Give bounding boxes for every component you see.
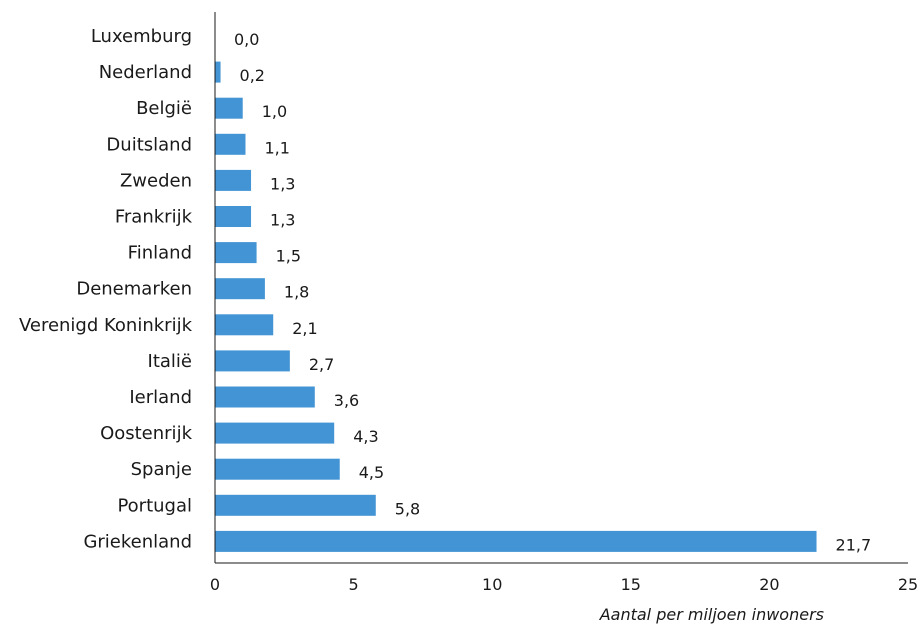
bar-2 [215, 97, 243, 119]
value-label-2: 1,0 [262, 102, 287, 121]
value-label-13: 5,8 [395, 499, 420, 518]
bar-14 [215, 530, 817, 552]
category-label-3: Duitsland [106, 134, 192, 155]
value-label-4: 1,3 [270, 174, 295, 193]
category-label-4: Zweden [120, 170, 192, 191]
bar-5 [215, 206, 252, 227]
value-label-6: 1,5 [276, 247, 301, 266]
category-label-12: Spanje [131, 459, 192, 480]
category-label-8: Verenigd Koninkrijk [19, 315, 193, 336]
value-label-0: 0,0 [234, 30, 259, 49]
value-label-10: 3,6 [334, 391, 359, 410]
value-label-7: 1,8 [284, 283, 309, 302]
bars-group [215, 61, 817, 552]
category-label-7: Denemarken [76, 279, 192, 300]
category-label-11: Oostenrijk [100, 423, 193, 444]
x-tick-label-2: 10 [482, 575, 502, 594]
bar-8 [215, 314, 274, 336]
value-label-8: 2,1 [292, 319, 317, 338]
x-tick-label-3: 15 [621, 575, 641, 594]
category-label-0: Luxemburg [91, 26, 192, 47]
category-label-14: Griekenland [83, 531, 192, 552]
category-label-13: Portugal [117, 495, 192, 516]
bar-11 [215, 422, 335, 444]
value-label-14: 21,7 [836, 535, 872, 554]
value-label-1: 0,2 [240, 66, 265, 85]
bar-3 [215, 133, 246, 155]
category-label-5: Frankrijk [115, 207, 193, 228]
value-label-9: 2,7 [309, 355, 334, 374]
value-label-3: 1,1 [264, 138, 289, 157]
category-labels: Luxemburg Nederland België Duitsland Zweden F… [19, 26, 193, 552]
x-tick-label-1: 5 [349, 575, 359, 594]
x-tick-label-4: 20 [759, 575, 779, 594]
value-label-11: 4,3 [353, 427, 378, 446]
x-tick-labels: 0 5 10 15 20 25 [210, 575, 918, 594]
category-label-6: Finland [128, 243, 192, 264]
x-tick-label-5: 25 [898, 575, 918, 594]
bar-13 [215, 494, 376, 516]
bar-6 [215, 242, 257, 264]
bar-10 [215, 386, 315, 408]
x-tick-label-0: 0 [210, 575, 220, 594]
bar-12 [215, 458, 340, 480]
bar-1 [215, 61, 221, 83]
x-axis-title: Aantal per miljoen inwoners [599, 605, 824, 624]
value-label-12: 4,5 [359, 463, 384, 482]
category-label-2: België [136, 98, 192, 119]
category-label-1: Nederland [99, 62, 192, 83]
bar-9 [215, 350, 290, 372]
bar-4 [215, 169, 252, 191]
bar-7 [215, 278, 265, 300]
value-label-5: 1,3 [270, 211, 295, 230]
category-label-9: Italië [148, 351, 192, 372]
category-label-10: Ierland [129, 387, 192, 408]
value-labels: 0,0 0,2 1,0 1,1 1,3 1,3 1,5 1,8 2,1 2,73,6 4,3 4,5 5… [234, 30, 871, 554]
